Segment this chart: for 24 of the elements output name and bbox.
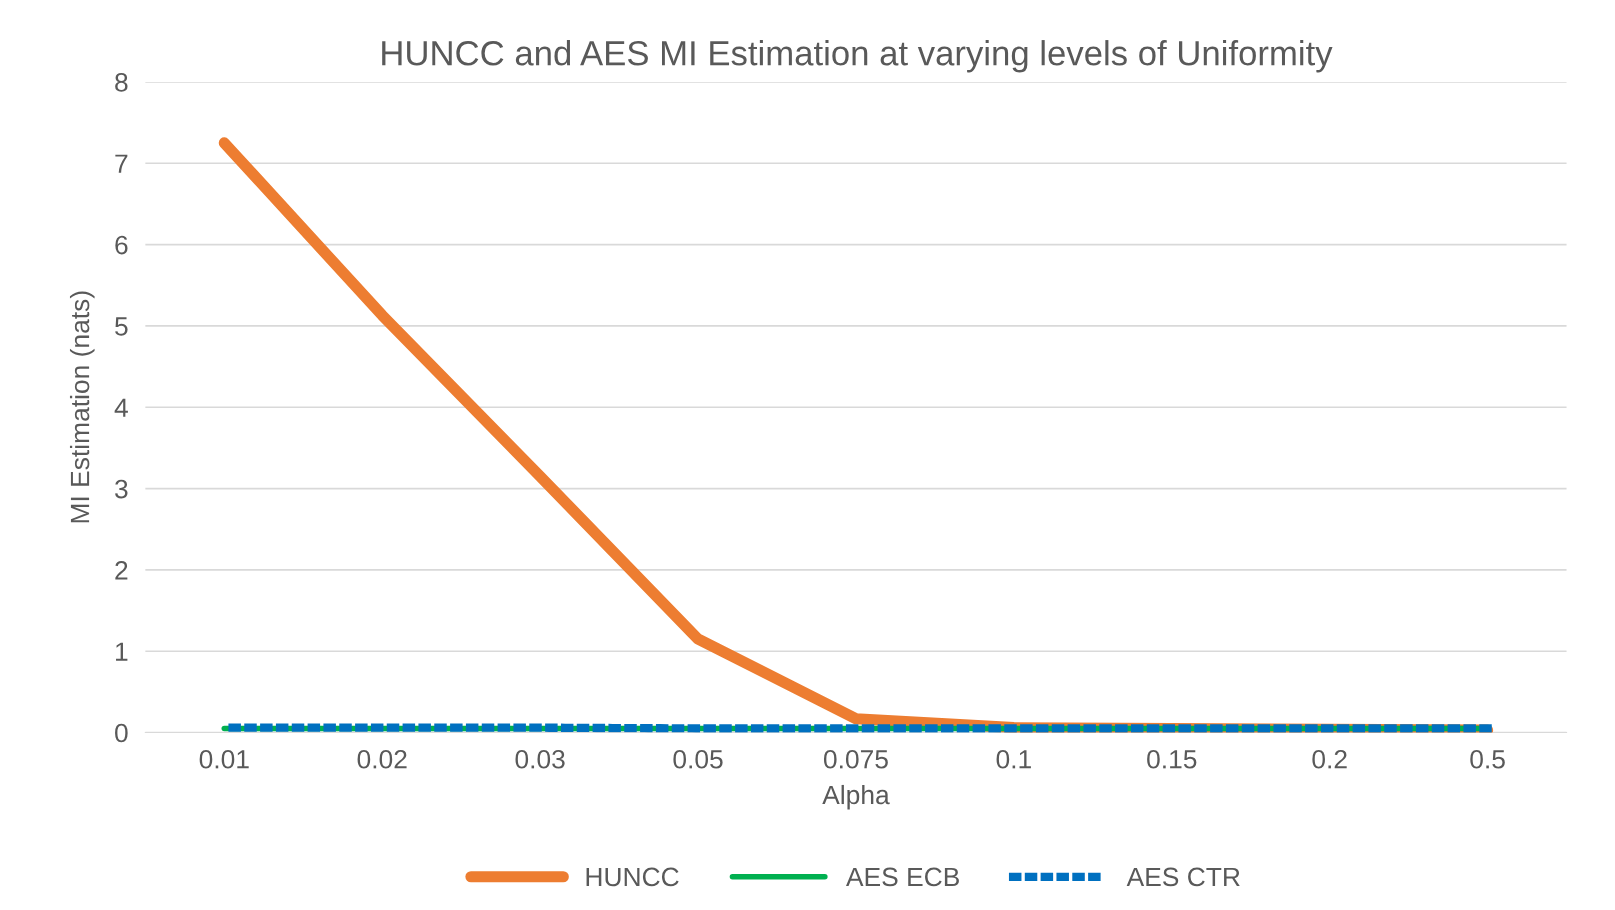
chart-title: HUNCC and AES MI Estimation at varying levels of Uniformity: [382, 40, 1333, 73]
x-axis-title: Alpha: [822, 784, 890, 810]
y-tick-label: 1: [116, 642, 128, 661]
y-tick-label: 4: [114, 398, 128, 417]
y-tick-label: 7: [115, 154, 128, 173]
y-tick-label: 3: [115, 479, 128, 499]
x-tick-label: 0.5: [1470, 749, 1505, 769]
x-tick-label: 0.05: [673, 749, 723, 769]
legend-label: AES CTR: [1126, 867, 1240, 887]
y-tick-label: 0: [115, 723, 128, 743]
x-tick-label: 0.15: [1147, 749, 1197, 769]
x-tick-label: 0.03: [515, 749, 565, 769]
y-tick-label: 8: [115, 73, 128, 92]
y-tick-label: 5: [115, 317, 128, 336]
y-tick-label: 2: [115, 561, 128, 580]
x-tick-label: 0.02: [357, 749, 407, 769]
legend-label: AES ECB: [846, 867, 959, 887]
x-tick-label: 0.075: [823, 749, 888, 769]
y-tick-label: 6: [115, 235, 128, 255]
x-tick-label: 0.1: [996, 749, 1031, 769]
legend-label: HUNCC: [586, 867, 679, 887]
x-tick-label: 0.01: [199, 749, 249, 769]
y-axis-title: MI Estimation (nats): [69, 291, 95, 523]
x-tick-label: 0.2: [1312, 749, 1347, 769]
